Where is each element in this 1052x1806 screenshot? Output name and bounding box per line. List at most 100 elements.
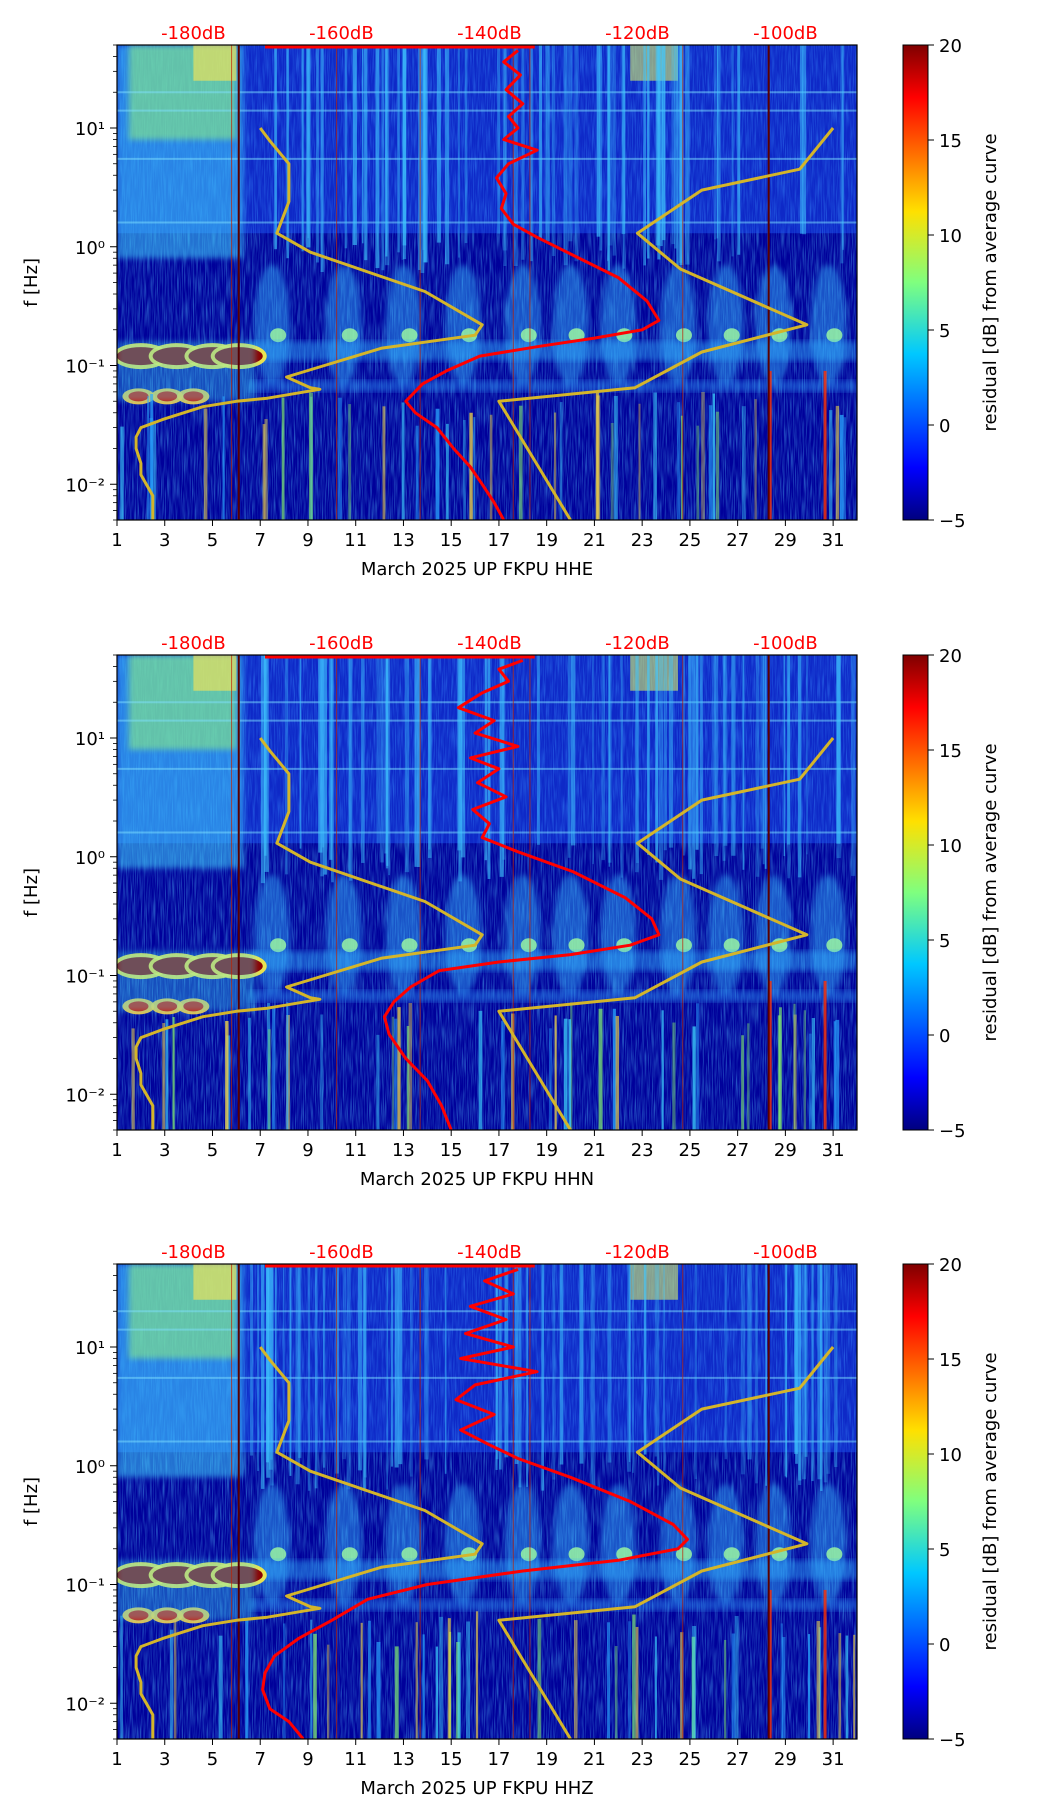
x-tick-label: 19 [535,530,558,551]
hf-stripe [541,1264,545,1491]
x-tick-label: 7 [254,1749,265,1770]
transient-spike [768,980,772,1130]
series-line-3 [382,658,661,1130]
hf-stripe [699,655,703,875]
lf-spike [807,1634,811,1739]
microseism-spot [270,938,287,953]
x-tick-label: 15 [440,1140,463,1161]
hf-stripe [397,45,400,253]
microseism-plume [810,1483,847,1604]
lf-spike [348,404,352,520]
lf-spike [150,394,154,520]
hf-stripe [787,655,791,879]
lf-spike [731,1633,736,1739]
hf-stripe [711,655,716,844]
hf-stripe [747,1264,752,1460]
microseism-spot [826,328,843,343]
hf-stripe [316,45,319,263]
hf-stripe [799,45,804,234]
colorbar-tick-label: 10 [939,226,962,247]
lf-spike [747,1023,750,1130]
lf-spike [281,397,285,520]
hf-stripe [551,45,556,257]
y-tick-label: 10⁻¹ [65,1576,105,1597]
microseism-spot [723,1547,740,1562]
colorbar-tick-label: 0 [939,1635,950,1656]
lf-spike [173,1622,177,1739]
lf-spike [554,412,557,520]
transient-spike [823,370,827,520]
mid-month-hot-spot [630,45,678,81]
hf-stripe [634,655,639,873]
series-line-1 [134,1346,484,1739]
early-month-microseism [117,341,256,402]
hf-stripe [260,655,266,884]
hf-stripe [692,655,696,879]
x-tick-label: 23 [631,1140,654,1161]
series-line-3 [261,1267,689,1739]
hf-stripe [607,1264,612,1463]
top-axis-label: -180dB [161,633,226,654]
panel-2: 1 3 5 7 9 11 13 15 17 19 21 23 25 27 29 3110⁻²10⁻¹10⁰10… [21,633,1001,1190]
y-tick-label: 10⁻² [65,475,105,496]
lf-spike [607,1622,610,1739]
lf-spike [549,1028,552,1130]
hf-stripe [596,45,601,237]
hf-stripe [836,655,841,859]
x-tick-label: 21 [583,530,606,551]
y-tick-label: 10⁻² [65,1085,105,1106]
microseism-spot [341,1547,358,1562]
top-axis-label: -120dB [605,1242,670,1263]
lf-spike [835,1019,840,1130]
hf-stripe [647,45,650,259]
hf-stripe [635,655,639,864]
hf-stripe [499,655,504,877]
lf-spike [853,1634,856,1739]
spectrogram-plot-area [117,655,857,1130]
hf-stripe [579,1264,584,1464]
hf-stripe [802,1264,807,1480]
y-tick-label: 10⁻² [65,1694,105,1715]
x-tick-label: 27 [726,1140,749,1161]
hf-stripe [755,655,760,877]
lf-spike [262,424,266,520]
hf-stripe [457,655,462,851]
hf-stripe [656,1264,660,1486]
lf-spike [816,1621,821,1739]
hf-stripe [503,45,507,267]
colorbar [902,1263,929,1740]
microseism-plume [552,1483,589,1604]
hf-stripe [539,45,542,239]
lf-spike [843,417,847,520]
hf-stripe [497,45,501,234]
hf-stripe [601,655,605,861]
x-tick-label: 13 [392,1140,415,1161]
x-tick-label: 17 [487,1140,510,1161]
microseism-plume [504,1483,541,1604]
lf-spike [573,1620,578,1739]
lf-spike [397,1007,401,1130]
lf-spike [811,1018,816,1130]
lf-spike [715,411,720,520]
transient-spike [768,370,772,520]
lf-spike [833,1021,836,1130]
hf-stripe [526,1264,528,1487]
microseism-plume [552,874,589,995]
hf-stripe [663,655,667,851]
top-axis-label: -140dB [457,23,522,44]
colorbar-tick-label: 15 [939,131,962,152]
hf-stripe [301,45,304,252]
hf-stripe [289,1264,292,1476]
lf-spike [724,1639,727,1739]
hf-stripe [384,45,390,266]
lf-spike [391,1016,395,1130]
lf-spike [264,419,268,520]
x-tick-label: 29 [774,530,797,551]
hf-stripe [545,45,550,242]
lf-spike [696,1003,700,1130]
microseism-spot [520,1547,537,1562]
series-line-3 [404,49,661,520]
lf-spike [267,1002,270,1130]
y-tick-label: 10⁻¹ [65,967,105,988]
hf-stripe [851,655,856,876]
